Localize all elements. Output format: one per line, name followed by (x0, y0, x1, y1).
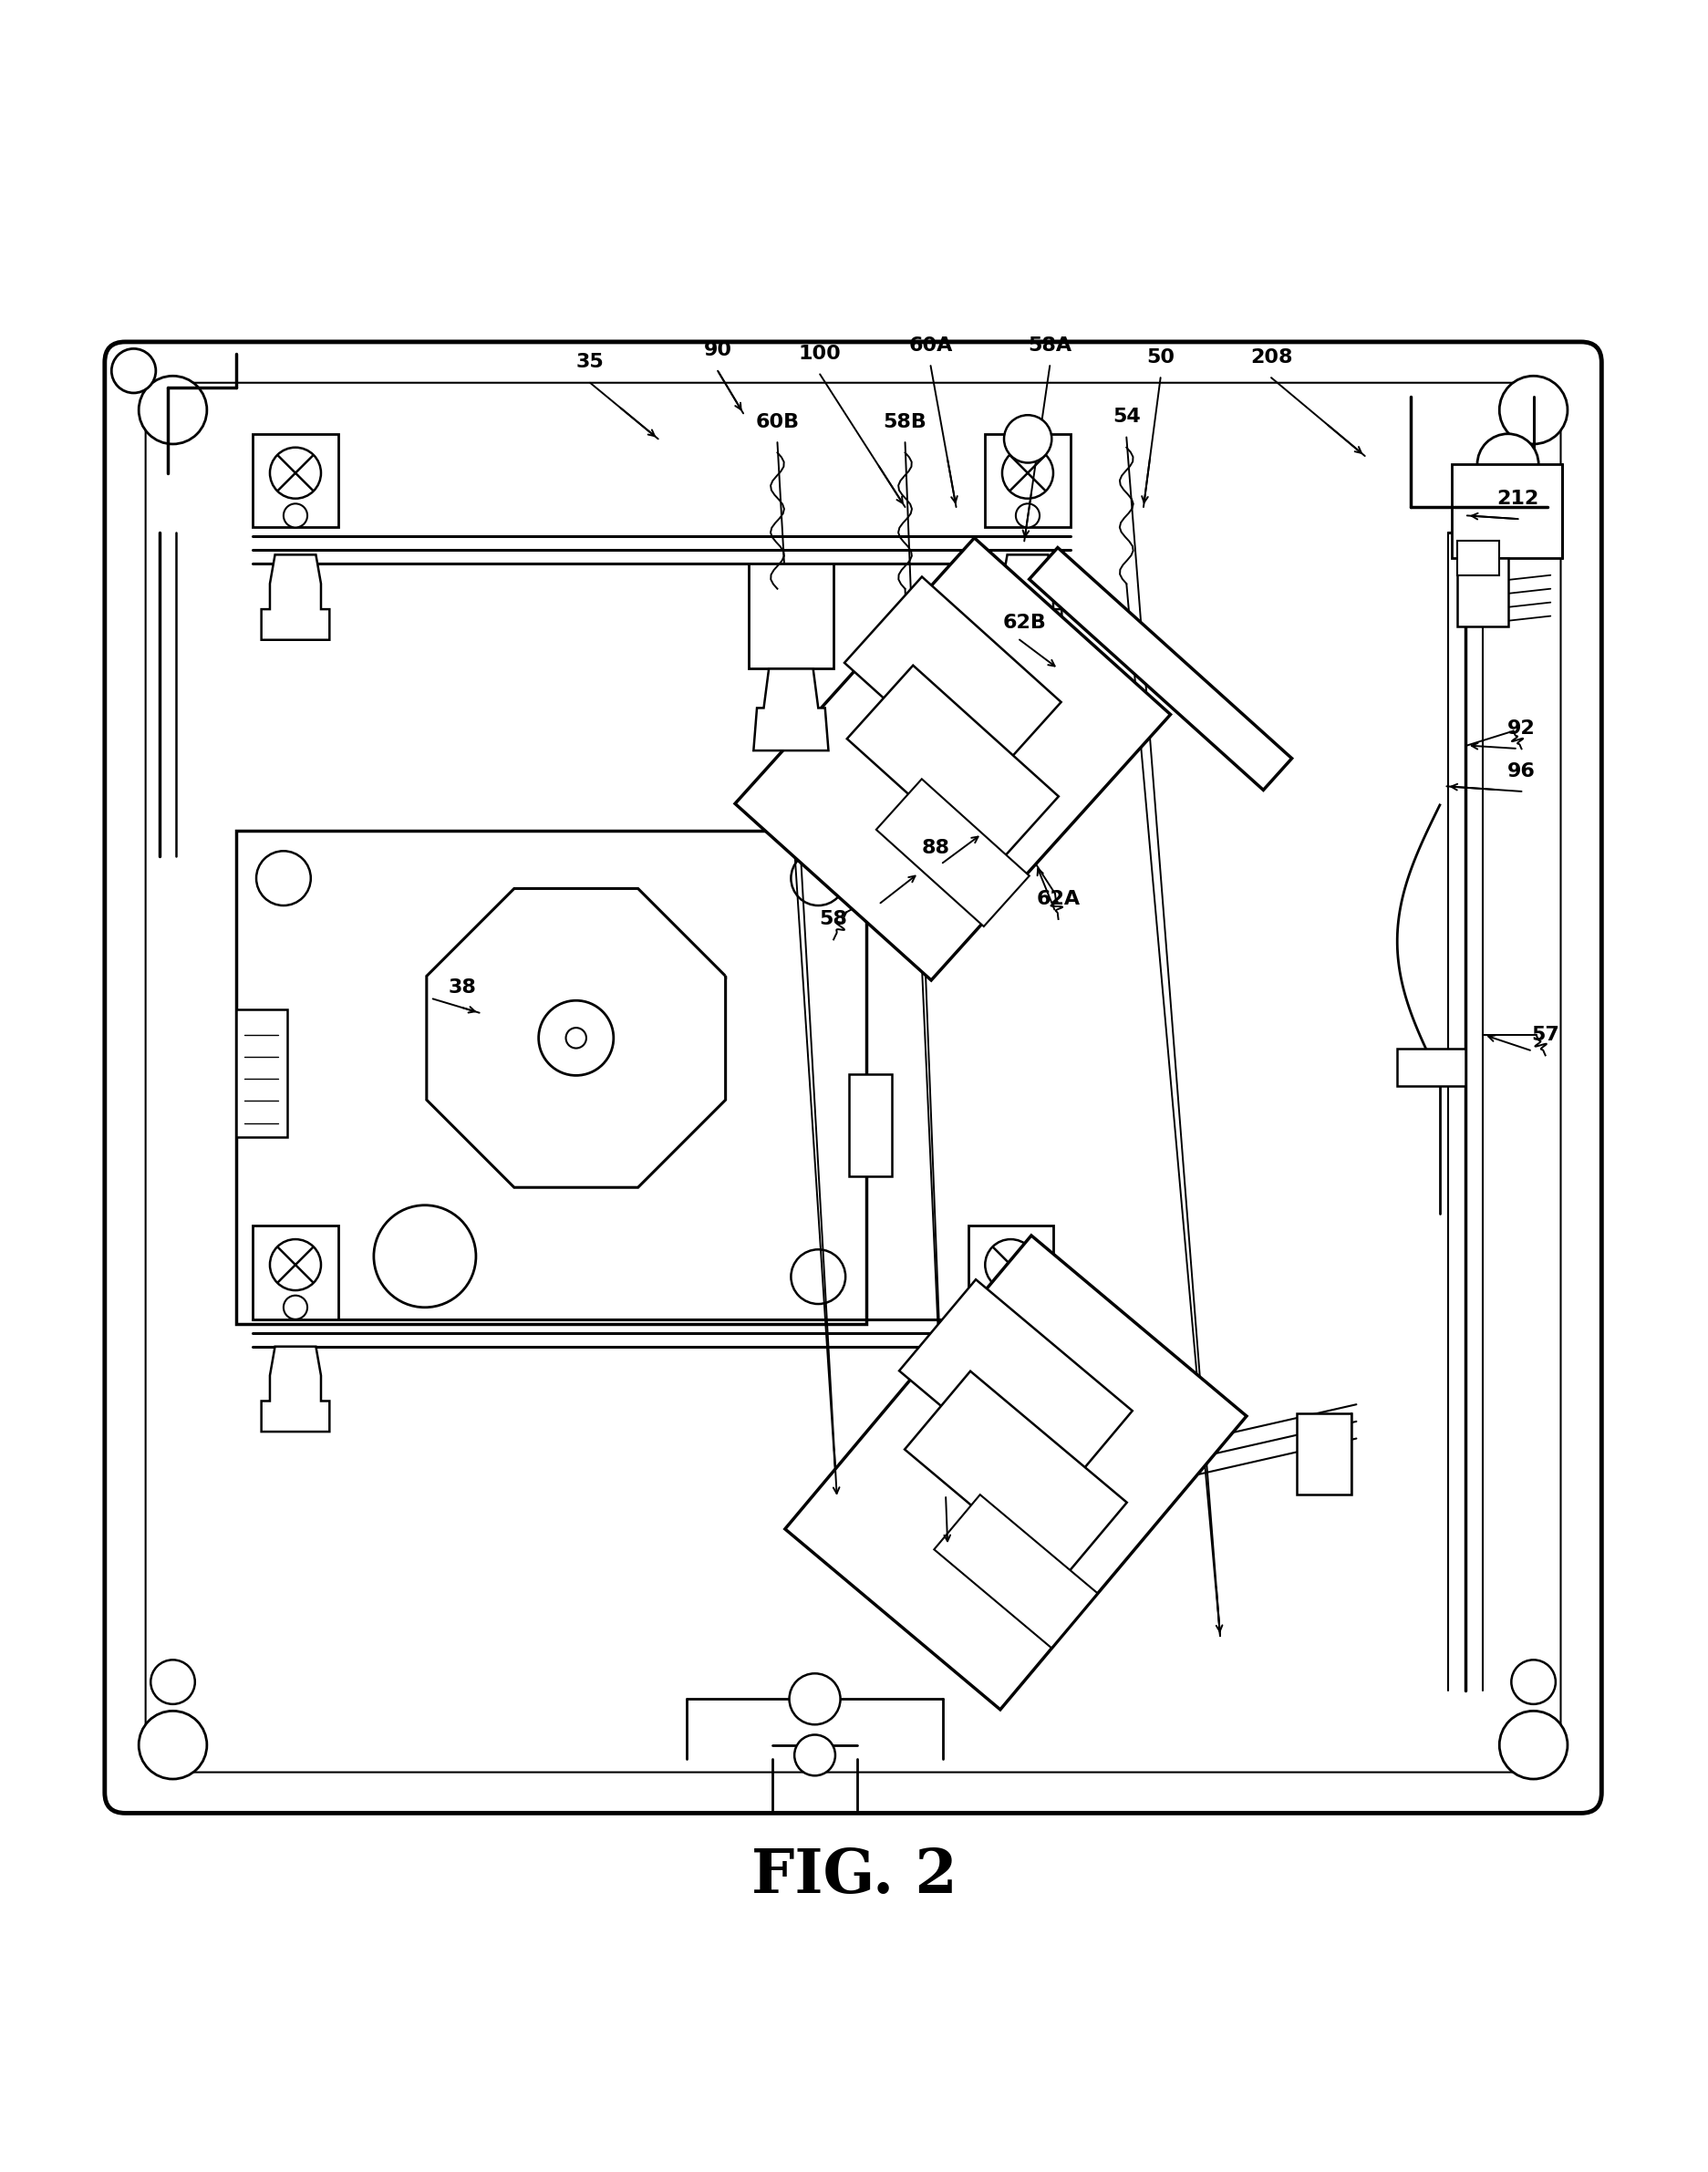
Bar (1457, 541, 1500, 576)
Circle shape (1003, 447, 1054, 500)
Bar (986, 434, 1071, 528)
Text: 60B: 60B (755, 413, 799, 430)
Circle shape (986, 1240, 1037, 1290)
Circle shape (111, 350, 155, 393)
Polygon shape (261, 554, 330, 641)
Bar (1452, 465, 1563, 558)
Text: 60A: 60A (909, 337, 953, 354)
Circle shape (374, 1205, 477, 1308)
Circle shape (1009, 1340, 1064, 1394)
Text: 57: 57 (1532, 1025, 1559, 1045)
Text: 90: 90 (704, 341, 733, 361)
Polygon shape (905, 1371, 1127, 1581)
Circle shape (538, 1001, 613, 1075)
Text: 58B: 58B (883, 413, 927, 430)
Circle shape (284, 1295, 307, 1318)
Bar (1397, 1049, 1465, 1086)
Circle shape (138, 376, 207, 443)
Circle shape (1016, 504, 1040, 528)
Circle shape (1078, 682, 1129, 732)
Bar (968, 1225, 1054, 1318)
Circle shape (791, 1249, 845, 1303)
FancyBboxPatch shape (104, 341, 1602, 1814)
Circle shape (1020, 1483, 1074, 1538)
Circle shape (1122, 1416, 1149, 1442)
Polygon shape (734, 539, 1170, 980)
Circle shape (938, 1531, 992, 1586)
Circle shape (999, 1295, 1023, 1318)
Bar (236, 830, 866, 1325)
Circle shape (777, 626, 804, 654)
Circle shape (138, 1712, 207, 1779)
Bar (253, 434, 338, 528)
Circle shape (796, 817, 847, 867)
Text: 212: 212 (1496, 489, 1539, 508)
Circle shape (565, 1027, 586, 1049)
Text: 62B: 62B (1003, 615, 1045, 632)
Polygon shape (427, 888, 726, 1188)
Bar (253, 1225, 338, 1318)
Polygon shape (934, 1494, 1098, 1649)
Text: 100: 100 (799, 345, 842, 363)
Circle shape (270, 447, 321, 500)
Text: 92: 92 (1508, 719, 1535, 738)
Circle shape (939, 641, 994, 695)
Text: 88: 88 (922, 838, 950, 856)
Circle shape (1500, 1712, 1568, 1779)
Bar (748, 563, 834, 669)
FancyBboxPatch shape (145, 382, 1561, 1772)
Polygon shape (876, 780, 1030, 927)
Bar (1457, 558, 1508, 626)
Polygon shape (753, 669, 828, 752)
Text: 62A: 62A (1037, 891, 1079, 908)
Circle shape (150, 1659, 195, 1705)
Circle shape (794, 1735, 835, 1777)
Text: 58A: 58A (1028, 337, 1073, 354)
Circle shape (765, 571, 816, 623)
Polygon shape (977, 1347, 1045, 1431)
Bar (849, 1075, 892, 1177)
Polygon shape (847, 665, 1059, 869)
Text: 35: 35 (576, 354, 605, 371)
Bar (1296, 1414, 1351, 1494)
Circle shape (1477, 434, 1539, 495)
Circle shape (1004, 415, 1052, 463)
Circle shape (284, 504, 307, 528)
Bar (236, 1010, 287, 1136)
Circle shape (1500, 376, 1568, 443)
Text: FIG. 2: FIG. 2 (752, 1846, 956, 1905)
Circle shape (789, 1672, 840, 1725)
Circle shape (256, 851, 311, 906)
Circle shape (873, 810, 927, 864)
Polygon shape (1030, 547, 1291, 791)
Text: 208: 208 (1250, 348, 1293, 367)
Circle shape (256, 1249, 311, 1303)
Text: 50: 50 (1146, 348, 1175, 367)
Polygon shape (786, 1236, 1247, 1709)
Circle shape (791, 851, 845, 906)
Circle shape (1149, 1386, 1201, 1436)
Text: 58: 58 (820, 910, 847, 927)
Polygon shape (898, 1279, 1132, 1503)
Polygon shape (844, 578, 1061, 788)
Polygon shape (994, 554, 1062, 641)
Text: 54: 54 (1112, 408, 1141, 426)
Text: 96: 96 (1508, 762, 1535, 780)
Circle shape (1512, 1659, 1556, 1705)
Polygon shape (261, 1347, 330, 1431)
Circle shape (948, 771, 1003, 825)
Circle shape (270, 1240, 321, 1290)
Circle shape (852, 1536, 904, 1588)
Circle shape (1054, 710, 1078, 734)
Text: 38: 38 (447, 977, 477, 997)
